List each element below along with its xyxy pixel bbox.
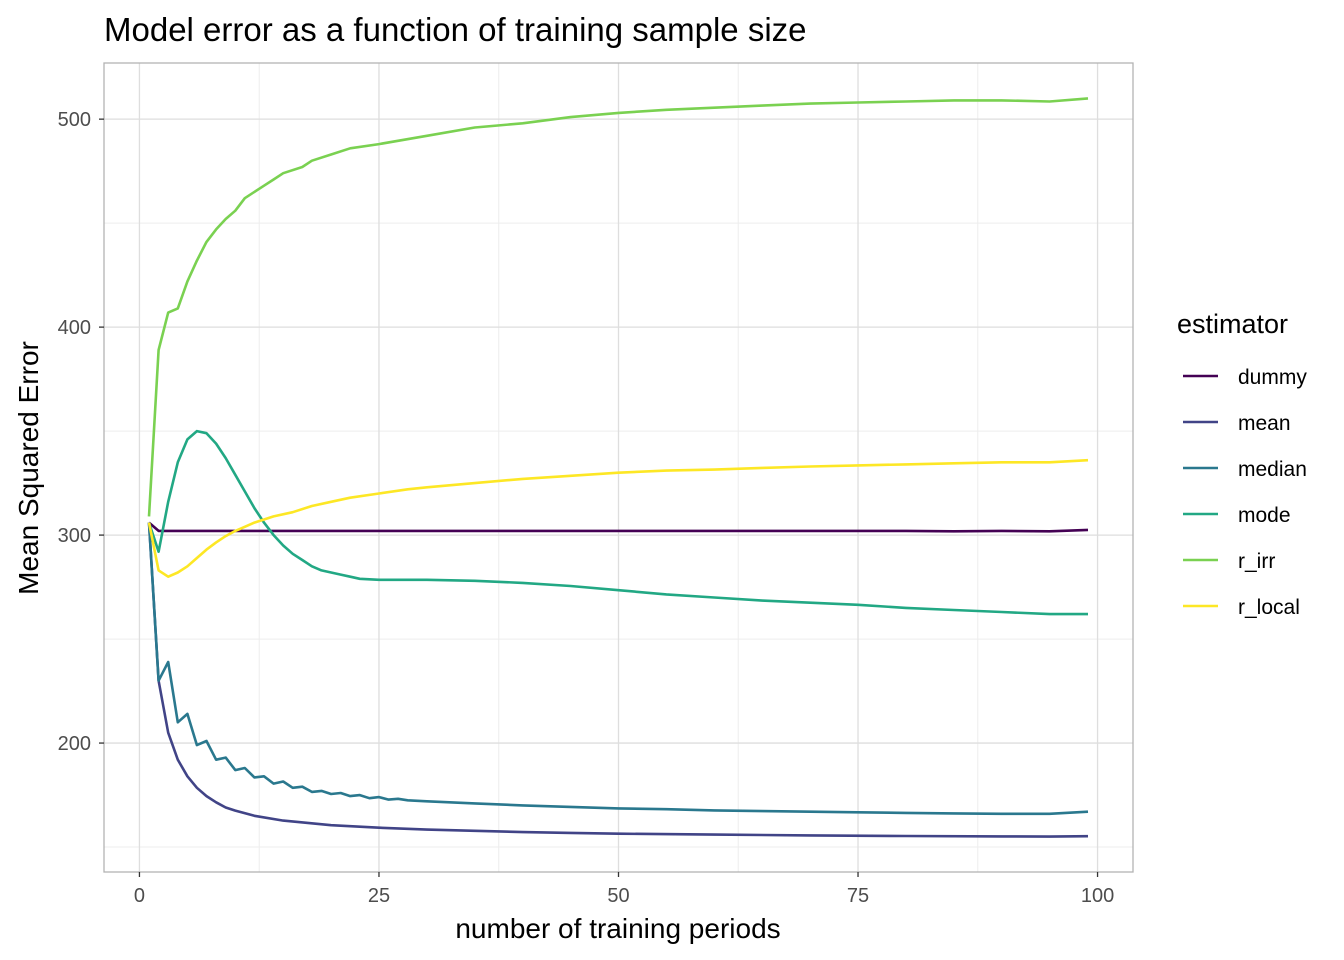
legend-label-dummy: dummy	[1238, 366, 1307, 389]
series-line-r-local	[147, 458, 1089, 578]
legend-label-r-irr: r_irr	[1238, 550, 1275, 573]
series-line-dummy	[148, 521, 1089, 533]
y-tick-label: 300	[58, 525, 91, 547]
major-gridlines	[104, 63, 1133, 872]
y-tick-label: 500	[58, 109, 91, 131]
x-tick-label: 50	[607, 885, 629, 907]
chart-title: Model error as a function of training sa…	[104, 11, 807, 48]
y-tick-label: 400	[58, 317, 91, 339]
legend-label-median: median	[1238, 458, 1307, 481]
x-tick-label: 75	[847, 885, 869, 907]
series-line-mean	[147, 522, 1089, 838]
x-tick-label: 25	[368, 885, 390, 907]
legend-label-r-local: r_local	[1238, 596, 1300, 619]
legend-title: estimator	[1177, 309, 1288, 339]
x-axis-title: number of training periods	[455, 913, 780, 944]
x-tick-label: 0	[134, 885, 145, 907]
series-line-median	[147, 522, 1089, 816]
legend-label-mode: mode	[1238, 504, 1291, 527]
series-line-mode	[147, 429, 1088, 616]
y-tick-label: 200	[58, 733, 91, 755]
x-tick-label: 100	[1081, 885, 1114, 907]
series-line-r-irr	[147, 97, 1089, 517]
y-axis-ticks: 200 300 400 500	[58, 109, 104, 755]
legend-label-mean: mean	[1238, 412, 1291, 435]
y-axis-title: Mean Squared Error	[13, 341, 44, 595]
legend: estimator dummy mean median mode r_irr r_loca…	[1177, 309, 1307, 619]
x-axis-ticks: 0 25 50 75 100	[134, 872, 1114, 907]
series-lines	[147, 97, 1089, 838]
